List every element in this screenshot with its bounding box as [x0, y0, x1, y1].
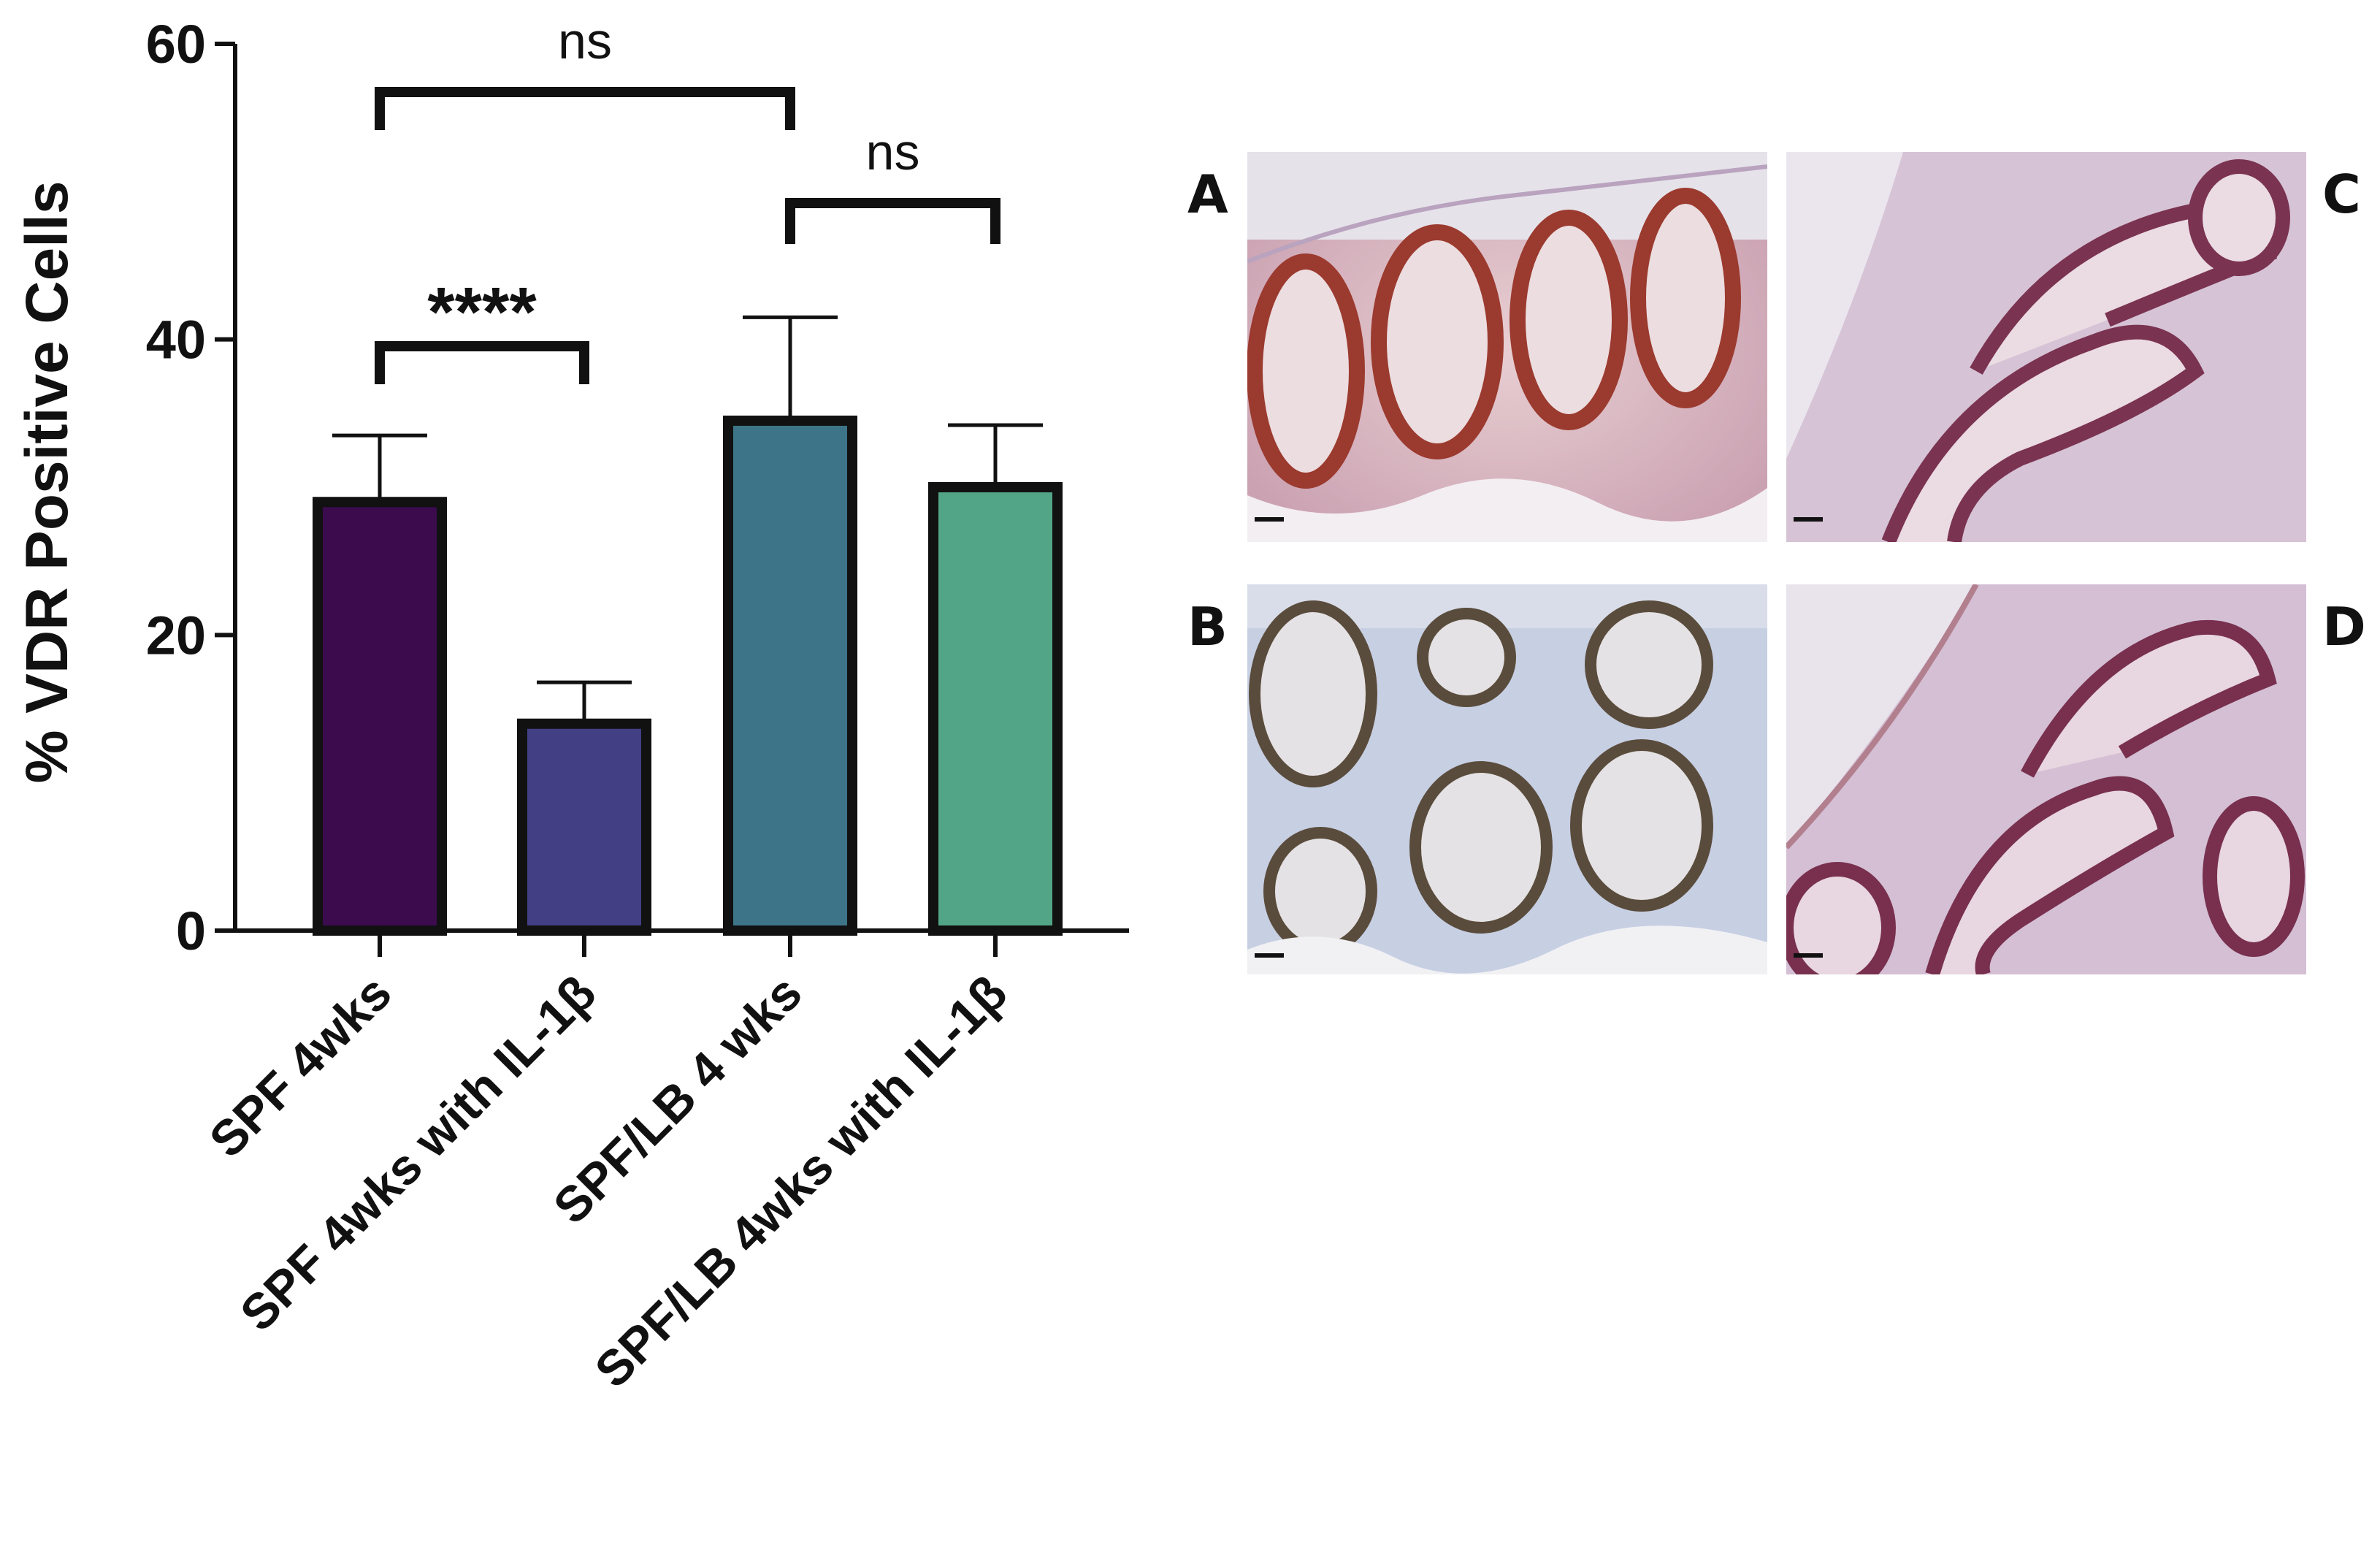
- significance-bracket: [375, 87, 795, 130]
- x-tick-label: SPF/LB 4wks with IL-1β: [584, 965, 1017, 1398]
- y-tick-label: 60: [146, 14, 206, 75]
- micrograph-c: [1786, 152, 2306, 542]
- panel-label-b: B: [1187, 596, 1228, 657]
- micrograph-a: [1247, 152, 1767, 542]
- significance-label: ****: [427, 273, 537, 351]
- significance-bracket: [785, 198, 1000, 244]
- bar: [313, 497, 447, 936]
- significance-label: ns: [558, 12, 612, 69]
- y-tick-label: 40: [146, 310, 206, 370]
- panel-label-d: D: [2322, 596, 2366, 657]
- panel-label-a: A: [1187, 164, 1228, 225]
- significance-label: ns: [866, 123, 920, 180]
- y-tick-label: 0: [176, 901, 206, 961]
- significance-bracket: [375, 341, 589, 384]
- micrograph-d: [1786, 584, 2306, 974]
- significance-brackets: **** ns ns: [375, 12, 1000, 384]
- bars-group: [313, 315, 1063, 936]
- y-tick-label: 20: [146, 605, 206, 665]
- x-tick-label: SPF 4wks: [199, 965, 402, 1168]
- micrograph-b: [1247, 584, 1767, 974]
- bar: [517, 718, 651, 936]
- panel-label-c: C: [2322, 164, 2361, 225]
- bar: [723, 415, 857, 936]
- bar: [928, 482, 1063, 936]
- y-axis-label: % VDR Positive Cells: [14, 181, 80, 784]
- x-tick-label: SPF 4wks with IL-1β: [230, 965, 607, 1342]
